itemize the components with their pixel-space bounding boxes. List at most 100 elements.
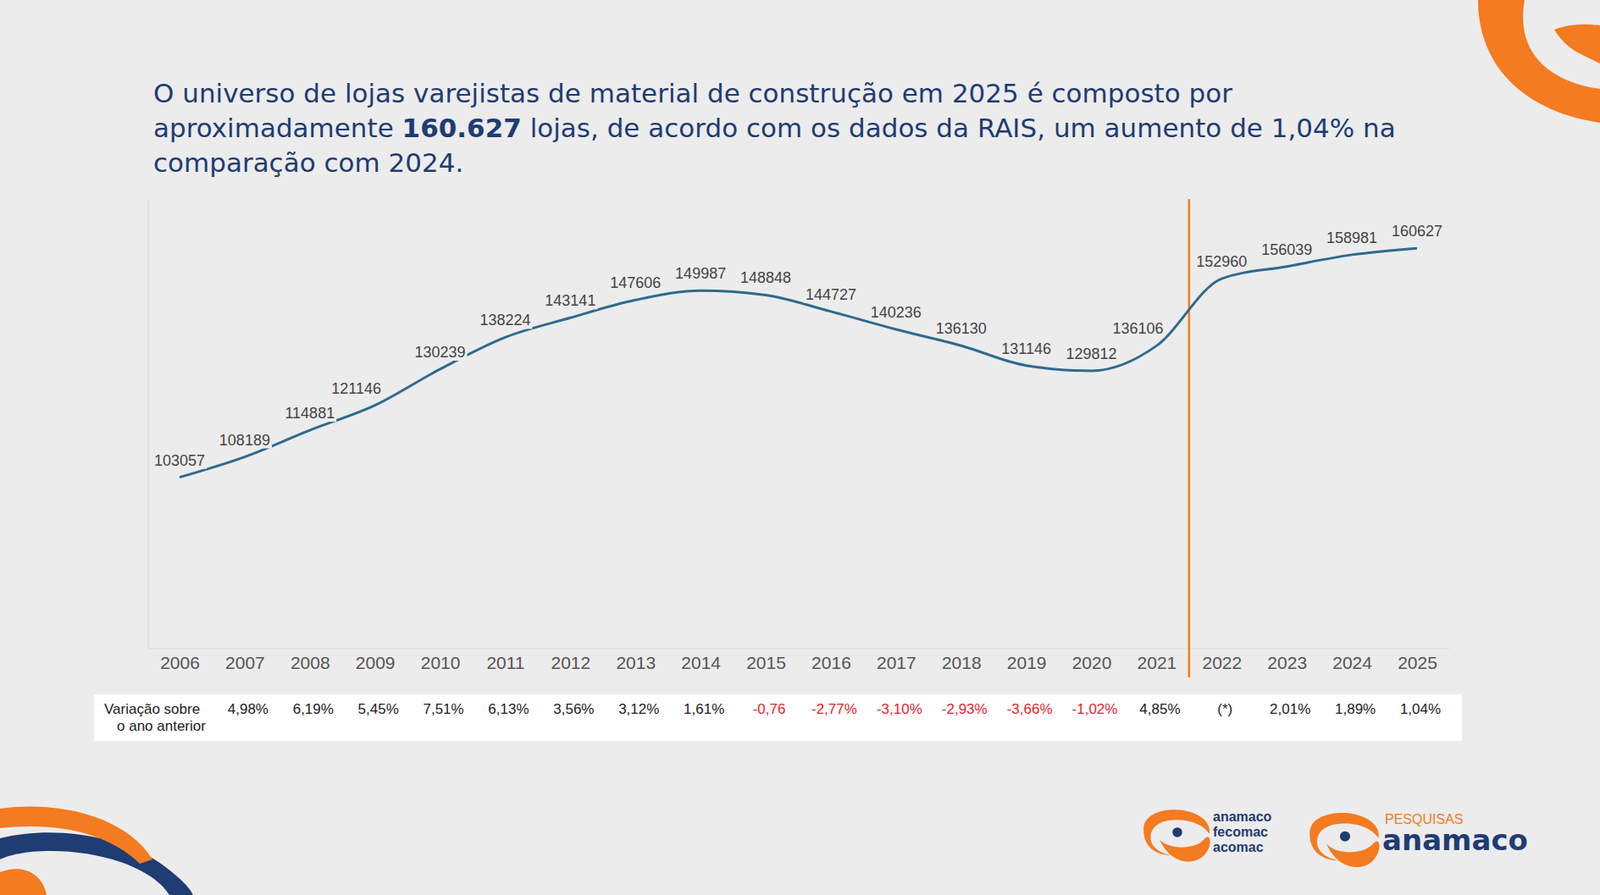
x-tick-label: 2006 xyxy=(160,653,200,673)
x-tick: 2009 xyxy=(355,648,396,673)
data-label: 108189 xyxy=(217,431,272,449)
data-label: 143141 xyxy=(542,292,598,310)
variation-value: 3,12% xyxy=(618,701,659,718)
x-tick-label: 2019 xyxy=(1007,653,1047,673)
label-patch xyxy=(1110,320,1165,338)
variation-value: -2,77% xyxy=(811,701,858,718)
plot xyxy=(179,248,1418,478)
data-label-text: 158981 xyxy=(1326,229,1378,247)
data-label-text: 136106 xyxy=(1112,320,1163,338)
x-tick-label: 2008 xyxy=(290,653,331,673)
label-patch xyxy=(542,292,598,310)
data-label: 158981 xyxy=(1324,229,1379,247)
x-tick: 2013 xyxy=(615,648,656,673)
data-label: 114881 xyxy=(282,404,337,422)
label-patch xyxy=(1194,253,1249,271)
data-label-text: 108189 xyxy=(219,431,271,449)
label-patch xyxy=(1324,229,1379,247)
corner-shape xyxy=(0,832,194,895)
data-label-text: 130239 xyxy=(415,343,466,361)
y-axis xyxy=(148,199,150,649)
logo-text: anamaco xyxy=(1212,809,1273,825)
data-label: 160627 xyxy=(1389,222,1445,240)
data-label-text: 138224 xyxy=(479,311,531,329)
data-label: 121146 xyxy=(329,380,383,398)
data-label-text: 160627 xyxy=(1391,222,1443,240)
x-axis: 2006 2007 2008 2009 2010 2011 2012 2013 2014 2015… xyxy=(148,648,1450,673)
data-label-text: 131146 xyxy=(1001,340,1052,358)
logo-text: fecomac xyxy=(1212,824,1268,840)
variation-value: -3,66% xyxy=(1007,701,1053,718)
x-tick: 2006 xyxy=(160,648,200,673)
label-patch xyxy=(999,340,1053,358)
data-label-text: 140236 xyxy=(870,304,922,322)
logo-text: acomac xyxy=(1212,840,1264,855)
x-tick: 2012 xyxy=(551,648,592,673)
x-tick-label: 2013 xyxy=(615,653,656,673)
data-label: 147606 xyxy=(608,274,663,292)
x-tick: 2020 xyxy=(1072,648,1113,673)
variation-value: 7,51% xyxy=(422,701,464,718)
x-tick-label: 2024 xyxy=(1332,653,1373,673)
x-tick: 2010 xyxy=(420,648,461,673)
label-patch xyxy=(738,269,793,287)
x-tick-label: 2007 xyxy=(225,653,266,673)
variation-row: Variação sobreo ano anterior4,98%6,19%5,… xyxy=(94,694,1462,742)
data-label-text: 103057 xyxy=(154,452,205,470)
x-tick: 2007 xyxy=(225,648,266,673)
logo-text: anamaco xyxy=(1382,823,1529,858)
data-labels: 103057 108189 114881 121146 130239 138224 1431… xyxy=(152,222,1445,470)
x-tick-label: 2011 xyxy=(486,653,525,673)
x-tick: 2024 xyxy=(1332,648,1373,673)
label-patch xyxy=(1389,222,1445,240)
variation-value: 1,04% xyxy=(1400,701,1441,718)
label-patch xyxy=(608,274,663,292)
variation-value: 2,01% xyxy=(1269,701,1311,718)
label-patch xyxy=(1063,345,1119,363)
x-tick: 2022 xyxy=(1201,648,1242,673)
logo-icon xyxy=(1309,813,1379,868)
variation-value: 1,89% xyxy=(1334,701,1376,718)
corner-shape xyxy=(1554,24,1600,64)
data-label: 136130 xyxy=(934,320,989,338)
title-bold: 160.627 xyxy=(402,112,522,144)
x-tick-label: 2017 xyxy=(876,653,917,673)
x-tick: 2017 xyxy=(876,648,917,673)
data-label-text: 143141 xyxy=(544,292,596,310)
variation-label: Variação sobreo ano anterior xyxy=(104,701,206,735)
logo-icon xyxy=(1143,809,1211,862)
x-tick: 2015 xyxy=(746,648,787,673)
data-label-text: 136130 xyxy=(935,320,987,338)
x-tick-label: 2010 xyxy=(420,653,461,673)
data-label-text: 149987 xyxy=(675,265,726,283)
label-patch xyxy=(934,320,989,338)
x-tick: 2014 xyxy=(680,648,721,673)
data-label: 136106 xyxy=(1110,320,1165,338)
data-label-text: 129812 xyxy=(1065,345,1117,363)
label-patch xyxy=(329,380,383,398)
data-label-text: 121146 xyxy=(331,380,382,398)
series-line xyxy=(179,248,1418,478)
variation-band xyxy=(94,694,1462,742)
x-tick: 2021 xyxy=(1137,648,1178,673)
x-axis-line xyxy=(148,648,1450,650)
label-patch xyxy=(803,286,859,304)
x-tick: 2018 xyxy=(941,648,982,673)
variation-value: -0,76 xyxy=(752,701,787,718)
variation-value: -2,93% xyxy=(941,701,988,718)
x-tick-label: 2022 xyxy=(1201,653,1242,673)
x-tick: 2023 xyxy=(1267,648,1307,673)
variation-value: -3,10% xyxy=(876,701,923,718)
variation-value: 4,85% xyxy=(1139,701,1180,718)
label-patch xyxy=(282,404,337,422)
label-patch xyxy=(152,452,207,470)
label-patch xyxy=(217,431,272,449)
data-label: 156039 xyxy=(1259,241,1314,259)
x-tick-label: 2020 xyxy=(1072,653,1113,673)
x-tick: 2025 xyxy=(1397,648,1438,673)
variation-value: -1,02% xyxy=(1072,701,1119,718)
data-label: 131146 xyxy=(999,340,1053,358)
variation-value: 5,45% xyxy=(358,701,399,718)
variation-value: 4,98% xyxy=(227,701,269,718)
label-patch xyxy=(413,343,468,361)
